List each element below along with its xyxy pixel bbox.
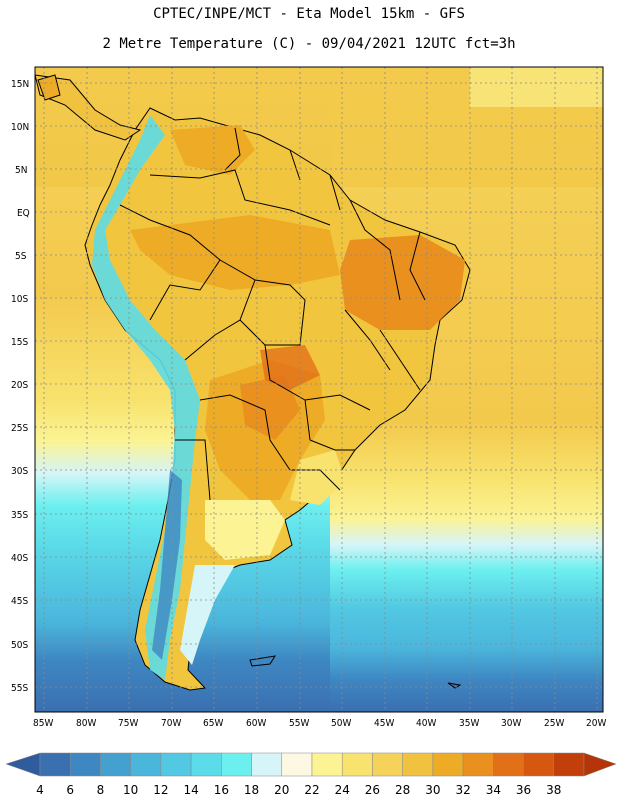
lon-label: 70W bbox=[161, 718, 181, 729]
hot-zone-northeast bbox=[340, 235, 465, 330]
lon-label: 65W bbox=[203, 718, 223, 729]
colorbar-label: 28 bbox=[395, 783, 410, 797]
colorbar-swatch bbox=[311, 752, 343, 777]
lon-label: 50W bbox=[331, 718, 351, 729]
colorbar-label: 18 bbox=[244, 783, 259, 797]
lat-label: 25S bbox=[11, 423, 28, 434]
colorbar-swatch bbox=[432, 752, 464, 777]
colorbar-swatch bbox=[402, 752, 434, 777]
colorbar-swatch bbox=[100, 752, 131, 777]
lat-label: 20S bbox=[11, 380, 28, 391]
lon-label: 30W bbox=[501, 718, 521, 729]
colorbar-high-arrow bbox=[583, 752, 617, 777]
lon-label: 35W bbox=[459, 718, 479, 729]
colorbar-label: 4 bbox=[36, 783, 44, 797]
lon-label: 60W bbox=[246, 718, 266, 729]
colorbar-label: 22 bbox=[304, 783, 319, 797]
mild-zone-pampas bbox=[205, 500, 285, 560]
temperature-map: 15N 10N 5N EQ 5S 10S 15S 20S 25S 30S 35S… bbox=[11, 66, 606, 729]
colorbar-label: 38 bbox=[546, 783, 561, 797]
colorbar-swatch bbox=[190, 752, 222, 777]
colorbar-label: 24 bbox=[335, 783, 350, 797]
colorbar-swatch bbox=[160, 752, 192, 777]
colorbar-swatch bbox=[553, 752, 585, 777]
lon-label: 45W bbox=[374, 718, 394, 729]
latitude-labels: 15N 10N 5N EQ 5S 10S 15S 20S 25S 30S 35S… bbox=[11, 79, 30, 694]
colorbar-label: 20 bbox=[274, 783, 289, 797]
colorbar-swatch bbox=[221, 752, 252, 777]
colorbar-swatch bbox=[523, 752, 555, 777]
colorbar-label: 32 bbox=[455, 783, 470, 797]
colorbar: 4 6 8 10 12 14 16 18 20 22 24 26 28 30 32 34 36 38 bbox=[5, 752, 617, 797]
lat-label: 40S bbox=[11, 553, 28, 564]
lat-label: 10N bbox=[11, 122, 29, 133]
colorbar-label: 12 bbox=[153, 783, 168, 797]
colorbar-swatch bbox=[341, 752, 373, 777]
lon-label: 25W bbox=[544, 718, 564, 729]
longitude-labels: 85W 80W 75W 70W 65W 60W 55W 50W 45W 40W … bbox=[33, 718, 606, 729]
lon-label: 75W bbox=[118, 718, 138, 729]
andes-high-peaks bbox=[152, 470, 182, 660]
lon-label: 20W bbox=[586, 718, 606, 729]
colorbar-swatch bbox=[281, 752, 313, 777]
colorbar-swatch bbox=[39, 752, 71, 777]
colorbar-low-arrow bbox=[5, 752, 41, 777]
lat-label: 45S bbox=[11, 596, 28, 607]
colorbar-label: 10 bbox=[123, 783, 138, 797]
colorbar-swatch bbox=[69, 752, 101, 777]
colorbar-label: 6 bbox=[66, 783, 74, 797]
lat-label: 15S bbox=[11, 337, 28, 348]
yucatan-land bbox=[37, 74, 61, 101]
lat-label: 30S bbox=[11, 466, 28, 477]
hot-zone-amazon bbox=[130, 215, 340, 290]
lat-label: 55S bbox=[11, 683, 28, 694]
colorbar-swatch bbox=[493, 752, 524, 777]
cool-zone-patagonia bbox=[180, 565, 235, 665]
falkland-islands bbox=[249, 655, 277, 667]
colorbar-label: 34 bbox=[486, 783, 501, 797]
lat-label: 15N bbox=[11, 79, 29, 90]
colorbar-swatches bbox=[39, 752, 585, 777]
lat-label: EQ bbox=[17, 208, 30, 219]
lat-label: 5N bbox=[15, 165, 27, 176]
lat-label: 10S bbox=[11, 294, 28, 305]
colorbar-swatch bbox=[251, 752, 283, 777]
hot-zone-paraguay bbox=[240, 375, 300, 440]
lon-label: 55W bbox=[289, 718, 309, 729]
lat-label: 5S bbox=[15, 251, 27, 262]
lat-label: 35S bbox=[11, 510, 28, 521]
mild-zone-uruguay bbox=[290, 450, 345, 505]
lat-label: 50S bbox=[11, 640, 28, 651]
caribbean-cool-band bbox=[470, 67, 603, 107]
colorbar-label: 26 bbox=[365, 783, 380, 797]
map-title-line2: 2 Metre Temperature (C) - 09/04/2021 12U… bbox=[102, 36, 516, 52]
colorbar-swatch bbox=[130, 752, 162, 777]
map-field bbox=[35, 67, 603, 712]
colorbar-label: 30 bbox=[425, 783, 440, 797]
hot-zone-venezuela bbox=[170, 125, 255, 175]
colorbar-labels: 4 6 8 10 12 14 16 18 20 22 24 26 28 30 32 34 36 38 bbox=[36, 783, 561, 797]
colorbar-swatch bbox=[462, 752, 494, 777]
map-title-line1: CPTEC/INPE/MCT - Eta Model 15km - GFS bbox=[153, 6, 465, 22]
lon-label: 85W bbox=[33, 718, 53, 729]
colorbar-label: 14 bbox=[183, 783, 198, 797]
hot-zone-pantanal bbox=[260, 345, 320, 390]
central-america-land bbox=[35, 74, 142, 141]
colorbar-swatch bbox=[372, 752, 403, 777]
map-frame bbox=[34, 66, 604, 713]
lon-label: 40W bbox=[416, 718, 436, 729]
colorbar-label: 16 bbox=[214, 783, 229, 797]
colorbar-label: 36 bbox=[516, 783, 531, 797]
lon-label: 80W bbox=[76, 718, 96, 729]
colorbar-label: 8 bbox=[97, 783, 105, 797]
